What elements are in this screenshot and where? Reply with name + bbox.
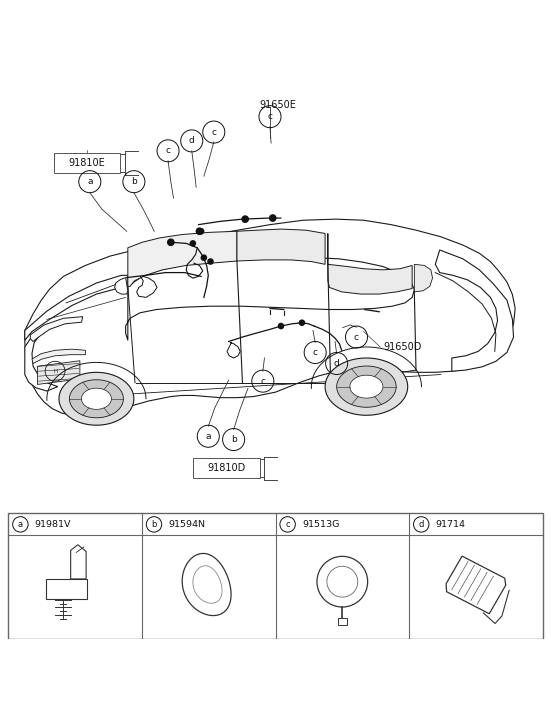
Circle shape	[241, 215, 249, 223]
Circle shape	[317, 556, 368, 607]
FancyBboxPatch shape	[193, 458, 260, 478]
Polygon shape	[69, 379, 123, 418]
Polygon shape	[446, 556, 506, 614]
Text: 91810D: 91810D	[207, 463, 246, 473]
Text: b: b	[131, 177, 137, 186]
Polygon shape	[30, 317, 83, 342]
Polygon shape	[71, 545, 86, 579]
Polygon shape	[182, 553, 231, 616]
Text: d: d	[189, 137, 195, 145]
Text: c: c	[312, 348, 318, 357]
Polygon shape	[350, 375, 383, 398]
Text: d: d	[419, 520, 424, 529]
Polygon shape	[126, 257, 414, 340]
Circle shape	[190, 240, 196, 246]
Circle shape	[299, 319, 305, 326]
Polygon shape	[32, 349, 85, 364]
Text: c: c	[267, 112, 273, 121]
Polygon shape	[193, 566, 222, 603]
Circle shape	[201, 254, 207, 261]
Polygon shape	[115, 278, 128, 294]
Polygon shape	[237, 229, 325, 265]
Circle shape	[196, 228, 203, 235]
Text: 91714: 91714	[436, 520, 466, 529]
Circle shape	[269, 214, 277, 222]
Polygon shape	[59, 372, 134, 425]
Circle shape	[207, 258, 214, 265]
Polygon shape	[25, 276, 128, 340]
Polygon shape	[325, 358, 408, 415]
Text: 91650D: 91650D	[383, 342, 422, 352]
Text: 91513G: 91513G	[302, 520, 339, 529]
Text: a: a	[206, 432, 211, 441]
Text: c: c	[165, 146, 171, 156]
Text: c: c	[260, 377, 266, 385]
Text: c: c	[354, 332, 359, 342]
Circle shape	[327, 566, 358, 597]
Polygon shape	[37, 361, 80, 385]
Circle shape	[278, 323, 284, 329]
Text: b: b	[152, 520, 156, 529]
Bar	[8, 513, 543, 639]
Polygon shape	[25, 324, 58, 391]
Polygon shape	[435, 250, 514, 371]
Text: a: a	[87, 177, 93, 186]
Text: 91650E: 91650E	[260, 100, 296, 110]
Polygon shape	[328, 233, 412, 294]
Polygon shape	[337, 366, 396, 407]
Text: d: d	[334, 359, 339, 368]
Text: 91981V: 91981V	[35, 520, 71, 529]
Text: b: b	[231, 435, 236, 444]
Text: 91810E: 91810E	[68, 158, 105, 168]
Text: c: c	[211, 127, 217, 137]
Circle shape	[167, 238, 175, 246]
Polygon shape	[414, 265, 433, 292]
Text: H: H	[53, 369, 57, 374]
Polygon shape	[128, 231, 237, 286]
Polygon shape	[338, 618, 347, 624]
Text: c: c	[285, 520, 290, 529]
Polygon shape	[46, 579, 87, 599]
FancyBboxPatch shape	[54, 153, 120, 173]
Polygon shape	[82, 388, 111, 409]
Circle shape	[198, 228, 204, 235]
Text: a: a	[18, 520, 23, 529]
Text: 91594N: 91594N	[169, 520, 206, 529]
Polygon shape	[25, 219, 515, 415]
